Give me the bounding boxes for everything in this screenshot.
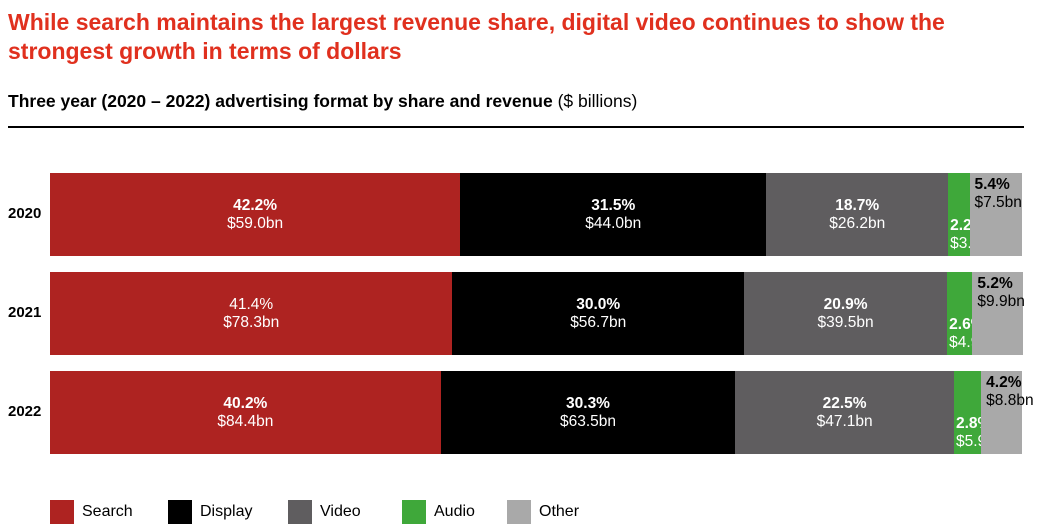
share-label: 42.2%	[233, 197, 278, 214]
chart-subtitle: Three year (2020 – 2022) advertising for…	[8, 91, 637, 112]
revenue-label: $84.4bn	[217, 413, 274, 430]
revenue-label: $8.8bn	[986, 392, 1034, 409]
share-label: 5.4%	[974, 176, 1010, 193]
data-label-video: 20.9% $39.5bn	[744, 296, 947, 332]
revenue-label: $9.9bn	[977, 293, 1025, 310]
subtitle-main: Three year (2020 – 2022) advertising for…	[8, 91, 553, 111]
legend-label: Other	[539, 503, 580, 520]
revenue-label: $59.0bn	[227, 215, 284, 232]
bar-segment-audio	[953, 371, 982, 454]
bar-segment-search	[50, 371, 441, 454]
year-label: 2021	[8, 304, 42, 321]
bar-segment-search	[50, 173, 461, 256]
legend-item-other: Other	[507, 500, 579, 524]
revenue-label: $47.1bn	[816, 413, 873, 430]
revenue-label: $78.3bn	[223, 314, 280, 331]
data-label-other: 4.2% $8.8bn	[986, 374, 1033, 410]
share-label: 5.2%	[977, 275, 1013, 292]
share-label: 30.3%	[566, 395, 610, 412]
title-divider	[8, 126, 1024, 128]
legend-label: Display	[200, 503, 253, 520]
subtitle-unit: ($ billions)	[557, 91, 638, 111]
legend-item-display: Display	[168, 500, 252, 524]
data-label-search: 41.4% $78.3bn	[50, 296, 452, 332]
revenue-label: $44.0bn	[585, 215, 642, 232]
legend-label: Audio	[434, 503, 475, 520]
revenue-label: $56.7bn	[570, 314, 627, 331]
bar-segment-display	[452, 272, 744, 355]
legend-swatch	[507, 500, 531, 524]
legend-swatch	[50, 500, 74, 524]
legend-swatch	[288, 500, 312, 524]
legend-item-audio: Audio	[402, 500, 475, 524]
data-label-display: 30.3% $63.5bn	[441, 395, 736, 431]
data-label-video: 22.5% $47.1bn	[735, 395, 954, 431]
data-label-video: 18.7% $26.2bn	[766, 197, 948, 233]
data-label-other: 5.4% $7.5bn	[975, 176, 1022, 212]
legend-item-video: Video	[288, 500, 361, 524]
legend-label: Search	[82, 503, 133, 520]
share-label: 22.5%	[822, 395, 867, 412]
bar-segment-video	[744, 272, 948, 355]
legend-label: Video	[320, 503, 361, 520]
bar-segment-other	[972, 272, 1023, 355]
share-label: 30.0%	[576, 296, 621, 313]
share-label: 4.2%	[986, 374, 1022, 391]
data-label-search: 40.2% $84.4bn	[50, 395, 441, 431]
year-label: 2020	[8, 205, 42, 222]
bar-segment-video	[735, 371, 954, 454]
bar-segment-display	[440, 371, 736, 454]
bar-segment-other	[969, 173, 1022, 256]
data-label-other: 5.2% $9.9bn	[977, 275, 1024, 311]
bar-segment-search	[50, 272, 453, 355]
legend-swatch	[168, 500, 192, 524]
legend-item-search: Search	[50, 500, 133, 524]
data-label-display: 30.0% $56.7bn	[452, 296, 744, 332]
bar-segment-display	[460, 173, 767, 256]
year-label: 2022	[8, 403, 42, 420]
data-label-display: 31.5% $44.0bn	[460, 197, 766, 233]
legend-swatch	[402, 500, 426, 524]
bar-segment-audio	[947, 272, 973, 355]
share-label: 18.7%	[835, 197, 880, 214]
data-label-search: 42.2% $59.0bn	[50, 197, 460, 233]
revenue-label: $7.5bn	[974, 194, 1022, 211]
share-label: 41.4%	[229, 296, 274, 313]
revenue-label: $26.2bn	[829, 215, 886, 232]
revenue-label: $39.5bn	[817, 314, 874, 331]
bar-segment-video	[766, 173, 949, 256]
bar-segment-audio	[948, 173, 970, 256]
revenue-label: $63.5bn	[559, 413, 616, 430]
share-label: 20.9%	[823, 296, 868, 313]
share-label: 31.5%	[591, 197, 636, 214]
bar-segment-other	[981, 371, 1022, 454]
share-label: 40.2%	[223, 395, 268, 412]
chart-title: While search maintains the largest reven…	[8, 9, 945, 64]
